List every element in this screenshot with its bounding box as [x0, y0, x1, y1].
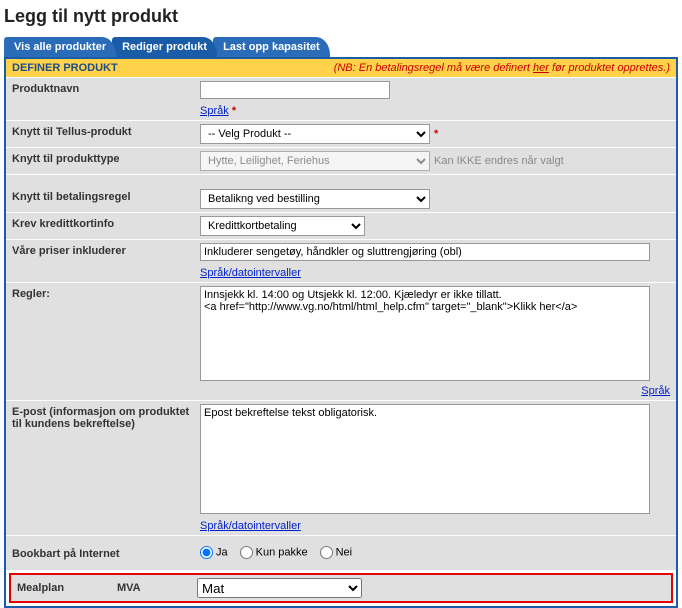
label-tellus: Knytt til Tellus-produkt — [12, 124, 200, 138]
textarea-regler[interactable] — [200, 286, 650, 381]
section-title: DEFINER PRODUKT — [12, 62, 118, 74]
textarea-epost[interactable] — [200, 404, 650, 514]
radio-kunpakke-text: Kun pakke — [256, 546, 308, 558]
tab-all-products[interactable]: Vis alle produkter — [4, 37, 116, 57]
label-kreditt: Krev kredittkortinfo — [12, 216, 200, 230]
section-header: DEFINER PRODUKT (NB: En betalingsregel m… — [6, 59, 676, 77]
radio-ja[interactable] — [200, 546, 213, 559]
link-epost[interactable]: Språk/datointervaller — [200, 520, 301, 532]
radio-nei-label[interactable]: Nei — [320, 546, 353, 559]
select-betreg[interactable]: Betalikng ved bestilling — [200, 189, 430, 209]
row-betreg: Knytt til betalingsregel Betalikng ved b… — [6, 174, 676, 212]
link-regler-sprak[interactable]: Språk — [641, 385, 670, 397]
radio-kunpakke-label[interactable]: Kun pakke — [240, 546, 308, 559]
row-epost: E-post (informasjon om produktet til kun… — [6, 400, 676, 535]
section-note: (NB: En betalingsregel må være definert … — [334, 62, 670, 74]
select-kreditt[interactable]: Kredittkortbetaling — [200, 216, 365, 236]
note-link[interactable]: her — [533, 62, 549, 74]
label-bookbart: Bookbart på Internet — [12, 546, 200, 560]
radio-ja-text: Ja — [216, 546, 228, 558]
tab-edit-product[interactable]: Rediger produkt — [112, 37, 217, 57]
req-tellus: * — [434, 128, 438, 140]
row-prodtype: Knytt til produkttype Hytte, Leilighet, … — [6, 147, 676, 174]
radio-nei[interactable] — [320, 546, 333, 559]
select-mealplan[interactable]: Mat — [197, 578, 362, 598]
select-prodtype: Hytte, Leilighet, Feriehus — [200, 151, 430, 171]
radio-group-bookbart: Ja Kun pakke Nei — [200, 546, 670, 559]
radio-kunpakke[interactable] — [240, 546, 253, 559]
label-mealplan: Mealplan — [17, 582, 117, 594]
label-epost: E-post (informasjon om produktet til kun… — [12, 404, 200, 430]
radio-nei-text: Nei — [336, 546, 353, 558]
label-prodtype: Knytt til produkttype — [12, 151, 200, 165]
label-produktnavn: Produktnavn — [12, 81, 200, 95]
form-box: DEFINER PRODUKT (NB: En betalingsregel m… — [4, 57, 678, 608]
note-prefix: (NB: En betalingsregel må være definert — [334, 62, 533, 74]
row-priser: Våre priser inkluderer Språk/datointerva… — [6, 239, 676, 282]
row-regler: Regler: Språk — [6, 282, 676, 400]
row-mealplan: Mealplan MVA Mat — [9, 573, 673, 603]
link-produktnavn-sprak[interactable]: Språk — [200, 105, 229, 117]
radio-ja-label[interactable]: Ja — [200, 546, 228, 559]
row-kreditt: Krev kredittkortinfo Kredittkortbetaling — [6, 212, 676, 239]
note-suffix: før produktet opprettes.) — [549, 62, 670, 74]
tabs: Vis alle produkter Rediger produkt Last … — [0, 37, 682, 57]
page-title: Legg til nytt produkt — [0, 0, 682, 37]
link-priser[interactable]: Språk/datointervaller — [200, 267, 301, 279]
input-produktnavn[interactable] — [200, 81, 390, 99]
req-produktnavn: * — [232, 105, 236, 117]
label-priser: Våre priser inkluderer — [12, 243, 200, 257]
label-mva: MVA — [117, 582, 197, 594]
tab-upload-capacity[interactable]: Last opp kapasitet — [213, 37, 330, 57]
input-priser[interactable] — [200, 243, 650, 261]
row-produktnavn: Produktnavn Språk * — [6, 77, 676, 120]
hint-prodtype: Kan IKKE endres når valgt — [434, 155, 564, 167]
row-bookbart: Bookbart på Internet Ja Kun pakke Nei — [6, 535, 676, 570]
row-tellus: Knytt til Tellus-produkt -- Velg Produkt… — [6, 120, 676, 147]
label-regler: Regler: — [12, 286, 200, 300]
label-betreg: Knytt til betalingsregel — [12, 189, 200, 203]
select-tellus[interactable]: -- Velg Produkt -- — [200, 124, 430, 144]
